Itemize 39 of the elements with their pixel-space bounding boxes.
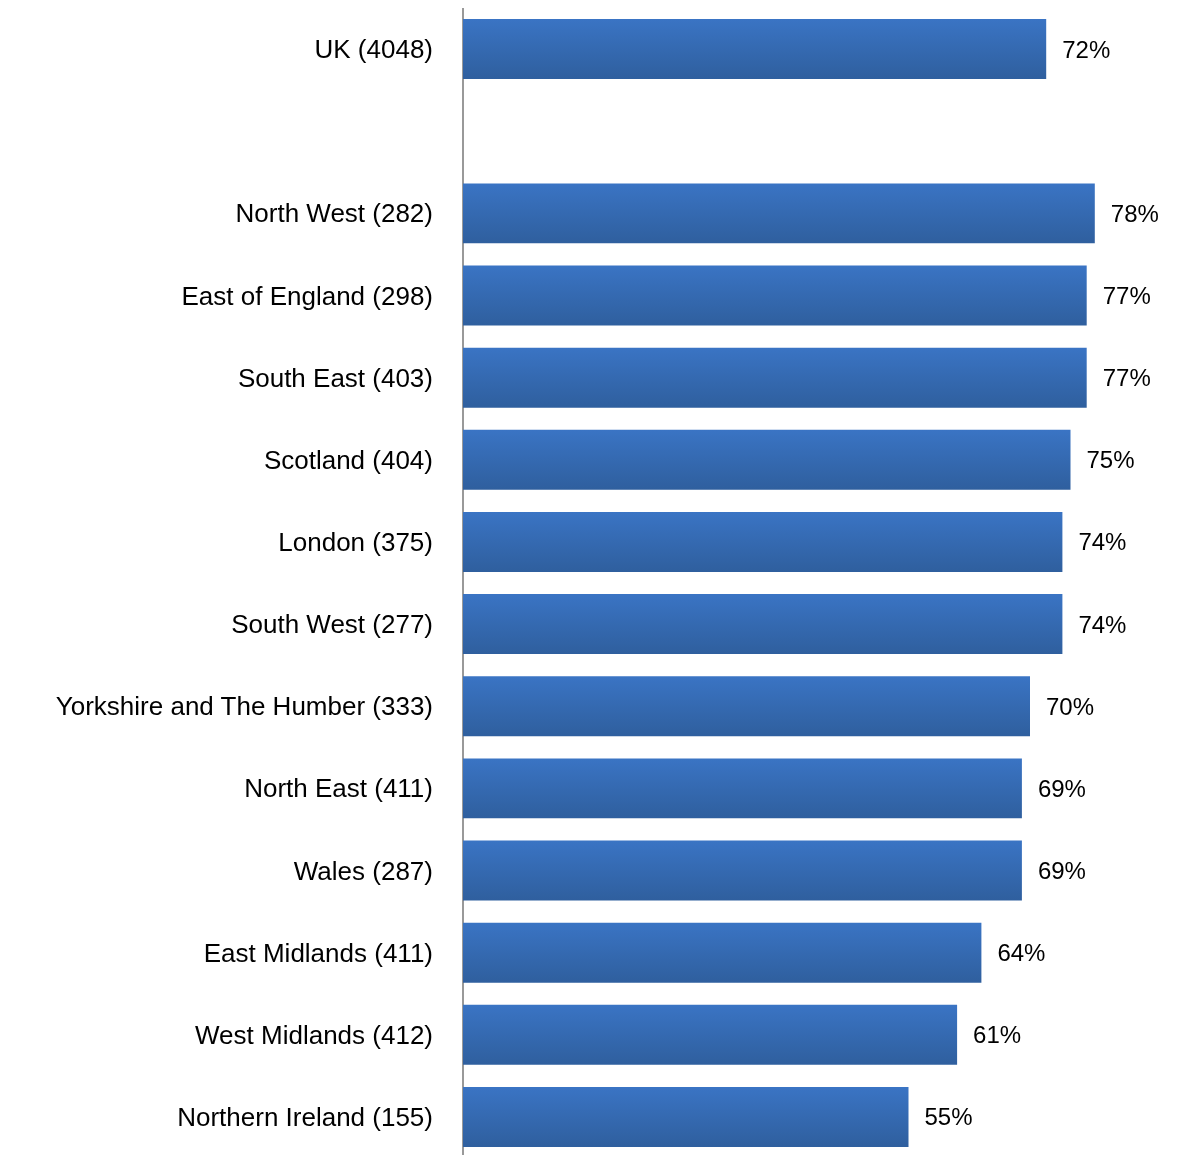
bar: [463, 922, 982, 983]
bar: [463, 594, 1063, 655]
data-label: 78%: [1110, 199, 1159, 227]
bar: [463, 265, 1087, 326]
y-tick-label: West Midlands (412): [195, 1019, 433, 1050]
bar: [463, 347, 1087, 408]
y-tick-label: Yorkshire and The Humber (333): [55, 691, 433, 722]
data-label: 74%: [1078, 528, 1127, 556]
bar: [463, 840, 1022, 901]
bar: [463, 1004, 958, 1065]
y-tick-label: Scotland (404): [263, 444, 433, 475]
y-tick-label: North West (282): [235, 198, 433, 229]
y-tick-label: East Midlands (411): [203, 937, 433, 968]
bar: [463, 511, 1063, 572]
bar: [463, 758, 1022, 819]
data-label: 55%: [924, 1103, 973, 1131]
y-tick-label: Northern Ireland (155): [177, 1101, 433, 1132]
y-tick-label: North East (411): [244, 773, 433, 804]
data-label: 70%: [1046, 692, 1095, 720]
y-tick-label: South East (403): [237, 362, 433, 393]
data-label: 72%: [1062, 35, 1111, 63]
data-label: 77%: [1102, 364, 1151, 392]
data-label: 77%: [1102, 282, 1151, 309]
data-label: 75%: [1086, 446, 1135, 474]
data-label: 69%: [1037, 774, 1086, 802]
y-tick-label: London (375): [278, 526, 433, 557]
data-label: 74%: [1078, 610, 1127, 638]
y-tick-label: Wales (287): [293, 855, 433, 886]
bar: [463, 183, 1095, 244]
bar: [463, 429, 1071, 490]
data-label: 69%: [1037, 857, 1086, 884]
y-tick-label: South West (277): [231, 609, 433, 640]
bar: [463, 1086, 909, 1147]
y-tick-label: UK (4048): [314, 34, 433, 65]
data-label: 64%: [997, 939, 1046, 967]
data-label: 61%: [973, 1021, 1022, 1049]
bar: [463, 19, 1047, 80]
bar: [463, 676, 1030, 737]
y-tick-label: East of England (298): [181, 280, 433, 311]
